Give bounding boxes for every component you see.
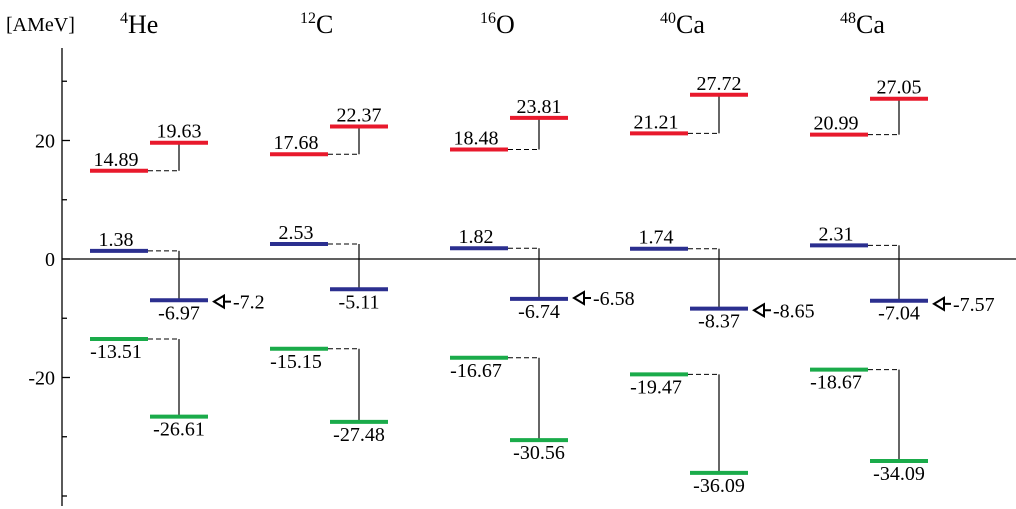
nucleus-column: 48Ca 20.99 27.05 2.31 -7.04 -18.67 -34.09 -7.57 [810, 10, 995, 485]
lower-left-value: -15.15 [270, 351, 322, 373]
nucleus-header: 4He [120, 10, 158, 39]
mass-number: 40 [660, 10, 676, 27]
upper-right-value: 27.72 [697, 73, 742, 95]
mass-number: 16 [480, 10, 496, 27]
middle-left-value: 1.74 [639, 227, 674, 249]
y-ticks: 20 0 -20 [28, 80, 70, 497]
y-tick-label: 20 [35, 131, 55, 153]
arrow-icon [212, 293, 225, 310]
nucleus-header: 40Ca [660, 10, 705, 39]
lower-right-value: -36.09 [693, 475, 745, 497]
nucleus-column: 4He 14.89 19.63 1.38 -6.97 -13.51 -26.61 -7.2 [90, 10, 265, 441]
lower-left-value: -18.67 [810, 372, 862, 394]
nucleus-column: 16O 18.48 23.81 1.82 -6.74 -16.67 -30.56 -6.58 [450, 10, 635, 464]
lower-left-value: -19.47 [630, 376, 682, 398]
lower-right-value: -26.61 [153, 419, 205, 441]
element-symbol: O [496, 10, 515, 39]
middle-left-value: 2.31 [819, 223, 854, 245]
middle-right-value: -8.37 [698, 311, 740, 333]
arrow-icon [572, 290, 585, 306]
lower-right-value: -27.48 [333, 424, 385, 446]
upper-left-value: 14.89 [94, 149, 139, 171]
arrow-value: -7.2 [233, 292, 265, 314]
nucleus-header: 16O [480, 10, 515, 39]
lower-right-value: -30.56 [513, 442, 565, 464]
arrow-value: -7.57 [953, 294, 995, 316]
unit-label: [AMeV] [6, 14, 75, 36]
element-symbol: Ca [676, 10, 705, 39]
middle-right-value: -6.74 [518, 301, 560, 323]
middle-right-value: -5.11 [339, 291, 380, 313]
arrow-icon [932, 296, 945, 312]
mass-number: 4 [120, 10, 128, 27]
upper-right-value: 19.63 [157, 121, 202, 143]
upper-left-value: 18.48 [454, 128, 499, 150]
upper-right-value: 23.81 [517, 96, 562, 118]
arrow-icon [752, 302, 765, 319]
nucleus-column: 40Ca 21.21 27.72 1.74 -8.37 -19.47 -36.09 -8.65 [630, 10, 815, 497]
lower-right-value: -34.09 [873, 463, 925, 485]
element-symbol: Ca [856, 10, 885, 39]
nucleus-column: 12C 17.68 22.37 2.53 -5.11 -15.15 -27.48 [270, 10, 388, 446]
upper-left-value: 17.68 [274, 132, 319, 154]
lower-left-value: -16.67 [450, 360, 502, 382]
y-tick-label: 0 [45, 249, 55, 271]
middle-left-value: 1.38 [99, 229, 134, 251]
upper-right-value: 22.37 [337, 104, 382, 126]
upper-left-value: 21.21 [634, 111, 679, 133]
upper-right-value: 27.05 [877, 77, 922, 99]
nucleus-header: 12C [300, 10, 333, 39]
lower-left-value: -13.51 [90, 341, 142, 363]
middle-left-value: 2.53 [279, 222, 314, 244]
element-symbol: C [316, 10, 333, 39]
mass-number: 12 [300, 10, 316, 27]
arrow-value: -8.65 [773, 300, 815, 322]
mass-number: 48 [840, 10, 856, 27]
middle-right-value: -7.04 [878, 303, 920, 325]
arrow-value: -6.58 [593, 288, 635, 310]
nucleus-columns: 4He14.8919.631.38-6.97-13.51-26.61-7.212… [90, 10, 995, 497]
upper-left-value: 20.99 [814, 113, 859, 135]
middle-right-value: -6.97 [158, 302, 200, 324]
middle-left-value: 1.82 [459, 226, 494, 248]
y-tick-label: -20 [28, 368, 55, 390]
element-symbol: He [128, 10, 158, 39]
nucleus-header: 48Ca [840, 10, 885, 39]
